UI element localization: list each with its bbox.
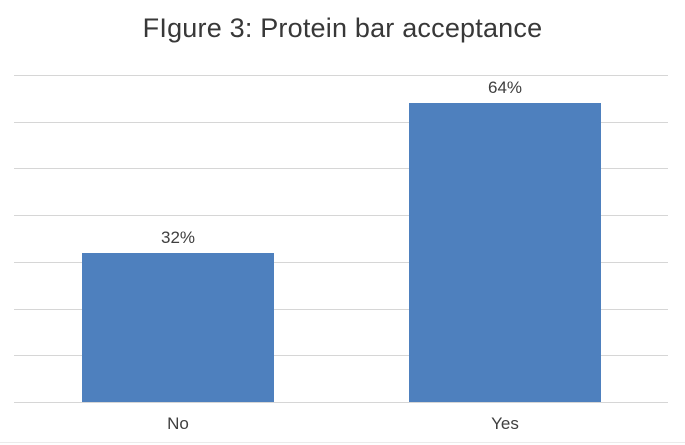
gridline-20	[14, 309, 668, 310]
figure-bottom-edge	[0, 442, 685, 443]
chart-title: FIgure 3: Protein bar acceptance	[142, 13, 543, 43]
plot-area: 32% 64%	[14, 75, 668, 403]
gridline-40	[14, 215, 668, 216]
x-axis: No Yes	[14, 412, 668, 436]
gridline-10	[14, 355, 668, 356]
gridline-30	[14, 262, 668, 263]
data-label-no: 32%	[160, 228, 196, 247]
gridline-0	[14, 402, 668, 403]
bar-no	[82, 253, 274, 402]
gridline-50	[14, 168, 668, 169]
category-label-yes: Yes	[491, 414, 519, 433]
category-label-no: No	[167, 414, 189, 433]
gridline-70	[14, 75, 668, 76]
bar-yes	[409, 103, 601, 402]
gridline-60	[14, 122, 668, 123]
data-label-yes: 64%	[487, 78, 523, 97]
